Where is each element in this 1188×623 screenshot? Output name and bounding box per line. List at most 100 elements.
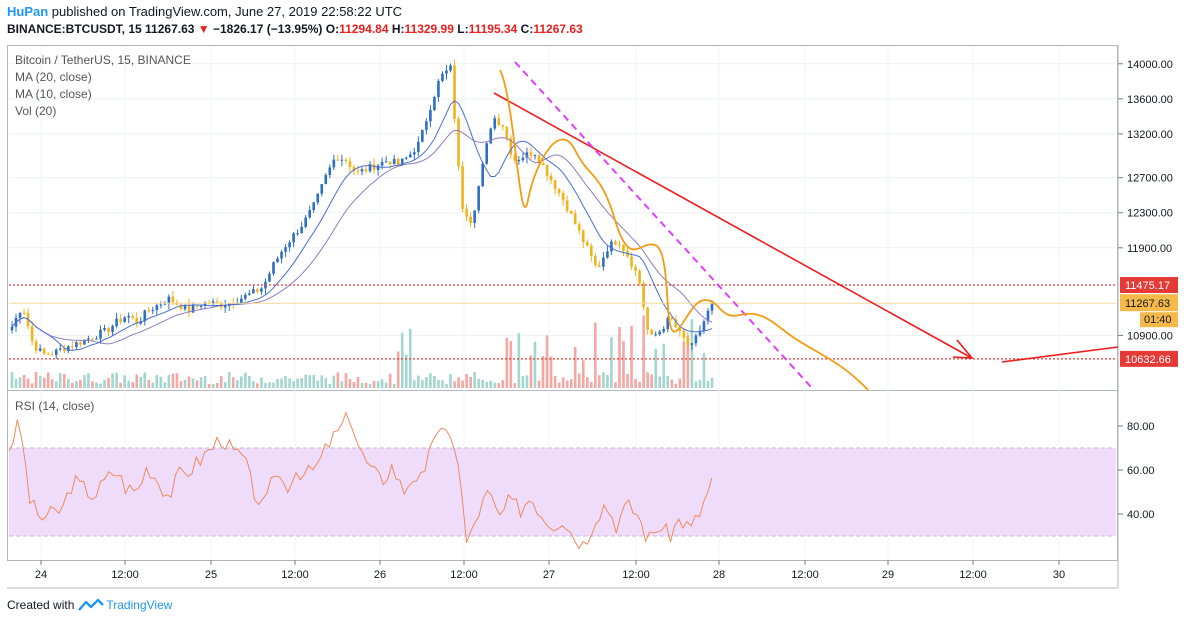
volume-bar [50, 379, 54, 388]
volume-bar [219, 375, 223, 388]
legend-ma10[interactable]: MA (10, close) [15, 87, 92, 101]
candle-body [610, 241, 613, 252]
volume-bar [638, 381, 641, 388]
legend-ma20[interactable]: MA (20, close) [15, 70, 92, 84]
candle-body [630, 256, 633, 267]
volume-bar [388, 373, 392, 388]
price-tick-label: 11900.00 [1127, 243, 1172, 255]
time-tick-label: 28 [713, 569, 725, 581]
candle-body [376, 165, 380, 170]
volume-bar [223, 381, 227, 388]
volume-bar [417, 375, 420, 388]
candle-body [348, 161, 352, 167]
volume-bar [95, 382, 98, 388]
down-arrow-icon: ▼ [197, 22, 210, 36]
candle-body [288, 242, 291, 248]
candle-body [155, 305, 159, 311]
candle-body [107, 327, 110, 332]
volume-bar [30, 383, 34, 388]
candle-body [276, 258, 279, 263]
candle-body [638, 270, 641, 284]
legend-rsi[interactable]: RSI (14, close) [15, 399, 95, 413]
volume-bar [453, 381, 456, 388]
volume-bar [231, 377, 235, 388]
candle-body [308, 210, 312, 218]
trend-line-right[interactable] [1001, 346, 1119, 363]
price-pane[interactable] [7, 45, 1118, 391]
candle-body [360, 169, 364, 172]
volume-bar [630, 325, 633, 388]
volume-bar [682, 341, 686, 388]
volume-bar [433, 375, 436, 388]
volume-bar [264, 382, 267, 388]
volume-bar [489, 380, 493, 388]
volume-bar [191, 378, 195, 388]
candle-body [425, 121, 428, 130]
candle-body [553, 180, 557, 190]
symbol-label: BINANCE:BTCUSDT, 15 [7, 22, 142, 36]
candle-body [493, 118, 497, 129]
candle-body [79, 342, 82, 345]
low-label: L: [457, 22, 469, 36]
volume-bar [509, 340, 513, 388]
volume-bar [412, 380, 416, 388]
volume-bar [606, 374, 609, 388]
volume-bar [626, 373, 629, 388]
tradingview-brand[interactable]: TradingView [106, 598, 173, 612]
volume-bar [678, 378, 682, 388]
trend-line[interactable] [493, 92, 971, 358]
candle-body [569, 210, 573, 214]
volume-bar [107, 378, 110, 388]
close-label: C: [520, 22, 534, 36]
time-tick-label: 12:00 [450, 569, 478, 581]
volume-bar [710, 377, 714, 388]
candle-body [445, 70, 448, 74]
time-tick-label: 30 [1053, 569, 1065, 581]
candle-body [30, 326, 34, 342]
volume-bar [598, 375, 601, 388]
volume-bar [38, 375, 42, 388]
volume-bar [67, 378, 70, 388]
volume-bar [58, 373, 62, 388]
volume-bar [610, 337, 613, 388]
projection-path[interactable] [499, 69, 869, 391]
volume-bar [284, 375, 287, 388]
countdown-label: 01:40 [1144, 314, 1172, 326]
candle-body [658, 331, 662, 335]
candle-body [670, 317, 674, 320]
candle-body [248, 293, 251, 295]
volume-bar [34, 372, 38, 388]
volume-bar [215, 382, 219, 388]
volume-bar [103, 379, 106, 388]
time-tick-label: 29 [882, 569, 894, 581]
volume-bar [561, 377, 565, 388]
candle-body [211, 301, 215, 304]
volume-bar [211, 383, 215, 388]
volume-bar [380, 379, 384, 388]
time-tick-label: 12:00 [959, 569, 987, 581]
candle-body [469, 216, 472, 223]
candle-body [417, 141, 420, 153]
candles [10, 59, 714, 359]
volume-bar [670, 379, 674, 388]
volume-bar [356, 376, 360, 388]
author-name[interactable]: HuPan [7, 4, 49, 19]
time-tick-label: 12:00 [281, 569, 309, 581]
volume-bar [698, 379, 702, 388]
volume-bar [336, 372, 340, 388]
rsi-band [9, 447, 1116, 537]
volume-bar [368, 383, 372, 388]
volume-bar [529, 355, 533, 388]
candle-body [10, 326, 14, 331]
candle-body [682, 330, 686, 339]
candle-body [340, 159, 344, 161]
candle-body [167, 296, 171, 304]
candle-body [650, 329, 653, 335]
candle-body [260, 288, 263, 292]
volume-bar [646, 372, 649, 388]
legend-vol[interactable]: Vol (20) [15, 104, 57, 118]
dashed-channel-line[interactable] [514, 61, 813, 389]
candle-body [179, 304, 183, 310]
volume-bar [248, 375, 251, 388]
